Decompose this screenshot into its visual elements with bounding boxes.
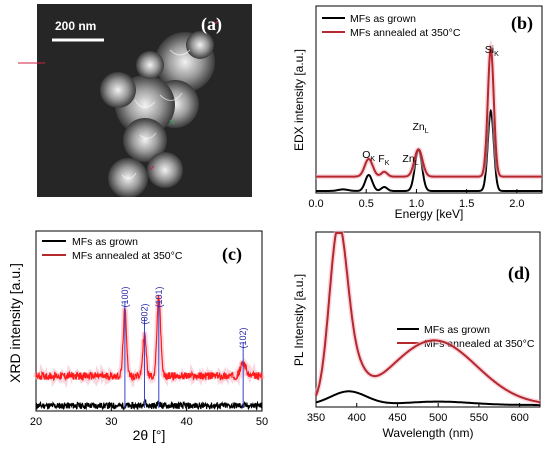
peak-annotation: SiK [485, 44, 499, 58]
x-tick-label: 2.0 [509, 198, 524, 210]
peak-label: (101) [154, 286, 164, 307]
plot-frame-d [315, 231, 541, 408]
x-tick-label: 0.5 [359, 198, 374, 210]
panel-label-b: (b) [511, 13, 533, 34]
legend-label-grown: MFs as grown [424, 324, 490, 336]
series-line-grown [35, 399, 263, 411]
x-tick-label: 350 [307, 412, 325, 424]
series-line-grown [315, 390, 540, 406]
series-line-annealed [315, 232, 541, 404]
panel-d: (d) MFs as grown MFs annealed at 350°C W… [292, 230, 541, 440]
panel-label-c: (c) [222, 244, 242, 265]
peak-annotation: ZnL [412, 121, 428, 135]
panel-b: (b) MFs as grown MFs annealed at 350°C E… [292, 5, 543, 221]
series-glow [313, 230, 541, 405]
y-axis-label-d: PL Intensity [a.u.] [292, 274, 306, 366]
legend-c: MFs as grown MFs annealed at 350°C [42, 236, 183, 262]
x-tick-label: 450 [388, 412, 406, 424]
x-tick-label: 50 [256, 416, 268, 428]
panel-c: (c) MFs as grown MFs annealed at 350°C 2… [7, 230, 268, 443]
series-line-annealed [316, 44, 542, 178]
legend-label-annealed: MFs annealed at 350°C [350, 27, 461, 39]
legend-label-grown: MFs as grown [350, 13, 416, 25]
scale-bar-label: 200 nm [55, 19, 96, 33]
legend-label-grown: MFs as grown [72, 236, 138, 248]
x-tick-label: 400 [348, 412, 366, 424]
y-axis-label-b: EDX intensity [a.u.] [292, 49, 306, 151]
legend-b: MFs as grown MFs annealed at 350°C [322, 13, 461, 39]
legend-label-annealed: MFs annealed at 350°C [72, 250, 183, 262]
peak-annotation: ZnL [402, 153, 418, 167]
series-line-grown [316, 108, 542, 192]
x-tick-label: 30 [105, 416, 117, 428]
x-tick-label: 20 [30, 416, 42, 428]
x-axis-label-c: 2θ [°] [133, 427, 166, 443]
series-line-annealed [35, 294, 263, 382]
peak-label: (102) [238, 327, 248, 348]
x-tick-label: 40 [181, 416, 193, 428]
sem-flowers [100, 19, 220, 197]
x-tick-label: 600 [510, 412, 528, 424]
panel-a: 200 nm (a) [18, 4, 252, 197]
x-tick-label: 1.0 [409, 198, 424, 210]
peak-label: (100) [120, 286, 130, 307]
peak-annotation: FK [378, 153, 389, 167]
x-tick-label: 500 [429, 412, 447, 424]
series-glow [316, 39, 542, 180]
x-axis-label-b: Energy [keV] [395, 207, 464, 221]
panel-label-d: (d) [508, 263, 530, 284]
x-tick-label: 550 [470, 412, 488, 424]
x-tick-label: 1.5 [459, 198, 474, 210]
peak-label: (002) [139, 303, 149, 324]
x-axis-label-d: Wavelength (nm) [383, 426, 474, 440]
peak-annotation: OK [362, 149, 375, 163]
x-tick-label: 0.0 [308, 198, 323, 210]
plot-frame-b [315, 5, 543, 194]
plot-frame-c [35, 230, 263, 412]
y-axis-label-c: XRD intensity [a.u.] [7, 263, 23, 383]
panel-label-a: (a) [201, 14, 222, 35]
